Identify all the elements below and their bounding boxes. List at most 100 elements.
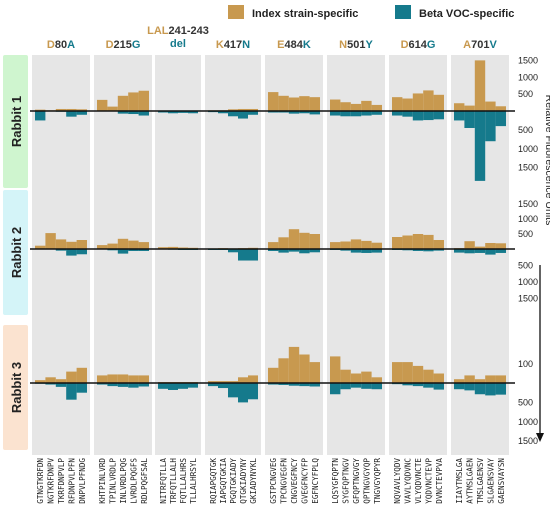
bar-index-r1-c7-p2	[474, 60, 486, 111]
bar-index-r2-c2-p1	[168, 246, 178, 249]
bar-index-r2-c4-p4	[309, 234, 320, 249]
rabbit-tag-2	[3, 190, 28, 315]
mutation-header-part: V	[489, 39, 497, 51]
bar-index-r2-c0-p4	[76, 240, 87, 249]
bar-beta-r1-c7-p4	[495, 111, 506, 127]
bar-index-r1-c5-p1	[340, 102, 351, 111]
peptide-label: RDLPQGFSAL	[140, 458, 149, 504]
bar-beta-r2-c4-p2	[288, 249, 300, 252]
bar-beta-r2-c0-p2	[55, 249, 67, 251]
bar-index-r2-c1-p4	[138, 242, 149, 249]
bar-index-r3-c6-p3	[423, 369, 434, 383]
bar-beta-r1-c3-p3	[238, 111, 248, 119]
bar-index-r3-c4-p4	[309, 362, 320, 383]
peptide-label: GKIADYNYKL	[249, 458, 258, 504]
peptide-label: DVNCTEVPVA	[435, 458, 444, 504]
bar-index-r3-c3-p0	[208, 381, 218, 383]
tick-label-up: 1500	[518, 199, 538, 209]
peptide-label: PGQTGKIADY	[229, 458, 238, 504]
bar-beta-r3-c7-p4	[495, 383, 506, 395]
bar-beta-r1-c3-p4	[248, 111, 258, 115]
tick-label-up: 1000	[518, 72, 538, 82]
mutation-header-7: A701V	[463, 39, 497, 51]
peptide-label: TNGVGYQPYR	[373, 458, 382, 504]
peptide-label: GTNGTKRFDN	[36, 458, 45, 504]
bar-beta-r3-c0-p3	[66, 383, 77, 400]
legend-swatch-index	[228, 5, 244, 19]
bar-beta-r3-c1-p3	[128, 383, 139, 388]
mutation-header-part: D	[47, 39, 55, 51]
mutation-header-part: N	[242, 39, 250, 51]
bar-index-r1-c1-p1	[107, 106, 118, 111]
peptide-label: TKRFDNPVLP	[57, 458, 66, 504]
bar-beta-r3-c5-p0	[330, 383, 341, 395]
bar-index-r2-c5-p1	[340, 241, 351, 249]
bar-index-r2-c7-p2	[474, 246, 486, 249]
bar-beta-r1-c0-p3	[66, 111, 77, 117]
bar-beta-r2-c1-p2	[117, 249, 129, 254]
mutation-header-part: D	[401, 39, 409, 51]
peptide-label: NITRFQTLLA	[159, 458, 168, 504]
peptide-label: GSTPCNGVEG	[269, 458, 278, 504]
peptide-label: GFQPTNGVGY	[352, 458, 361, 504]
bar-beta-r3-c4-p0	[268, 383, 279, 385]
bar-beta-r3-c7-p0	[454, 383, 465, 390]
bar-beta-r3-c4-p3	[299, 383, 310, 387]
mutation-header-part: 417	[224, 39, 242, 51]
bar-beta-r2-c4-p1	[278, 249, 289, 253]
mutation-header-5: N501Y	[339, 39, 373, 51]
bar-beta-r3-c6-p4	[433, 383, 444, 390]
legend: Index strain-specific Beta VOC-specific	[228, 5, 514, 20]
mutation-header-part: N	[339, 39, 347, 51]
bar-index-r1-c4-p3	[299, 96, 310, 111]
bar-beta-r1-c1-p2	[117, 111, 129, 114]
bar-beta-r2-c6-p4	[433, 249, 444, 251]
bar-index-r1-c6-p2	[412, 93, 424, 111]
rabbit-row-2: Rabbit 2	[3, 190, 515, 315]
bar-index-r1-c6-p0	[392, 97, 403, 111]
peptide-panel-2	[155, 55, 201, 455]
bar-beta-r3-c7-p3	[485, 383, 496, 396]
bar-beta-r2-c3-p3	[238, 249, 248, 261]
peptide-label: NGTKRFDNPV	[47, 458, 56, 504]
bar-index-r2-c7-p3	[485, 243, 496, 249]
bar-index-r1-c6-p3	[423, 90, 434, 111]
bar-beta-r1-c6-p1	[402, 111, 413, 117]
peptide-label: NQVAVLYQDV	[393, 458, 402, 504]
bar-beta-r3-c2-p0	[158, 383, 168, 389]
bar-beta-r1-c4-p0	[268, 111, 279, 113]
bar-index-r1-c1-p2	[117, 95, 129, 111]
mutation-header-4: E484K	[277, 39, 311, 51]
bar-beta-r1-c5-p3	[361, 111, 372, 116]
bar-index-r1-c0-p2	[55, 108, 67, 111]
peptide-label: LQSYGFQPTN	[331, 458, 340, 504]
rabbit-label: Rabbit 2	[9, 227, 24, 278]
bar-index-r2-c6-p1	[402, 235, 413, 249]
peptide-label: TLLALHRSYL	[189, 458, 198, 504]
bar-index-r2-c5-p3	[361, 240, 372, 249]
bar-index-r2-c5-p2	[350, 239, 362, 249]
bar-beta-r1-c4-p2	[288, 111, 300, 114]
mutation-header-6: D614G	[401, 39, 436, 51]
bar-index-r1-c4-p4	[309, 97, 320, 111]
bar-index-r3-c1-p4	[138, 375, 149, 383]
bar-index-r1-c3-p4	[248, 108, 258, 111]
bar-index-r3-c7-p4	[495, 375, 506, 383]
bar-index-r3-c3-p3	[238, 377, 248, 383]
bar-beta-r1-c7-p2	[474, 111, 486, 181]
mutation-header-3: K417N	[216, 39, 250, 51]
mutation-header-part: 484	[285, 39, 304, 51]
bar-index-r3-c5-p0	[330, 356, 341, 383]
bar-beta-r1-c5-p4	[371, 111, 382, 115]
peptide-panel-4	[265, 55, 323, 455]
bar-index-r3-c4-p2	[288, 346, 300, 383]
bar-index-r2-c5-p4	[371, 242, 382, 249]
bar-index-r2-c0-p1	[45, 233, 56, 249]
bar-beta-r3-c0-p1	[45, 383, 56, 385]
bar-index-r3-c6-p4	[433, 373, 444, 383]
bar-index-r3-c4-p1	[278, 358, 289, 383]
y-axis-label: Relative Fluorescence Units	[543, 95, 550, 226]
bar-index-r3-c0-p0	[35, 380, 46, 383]
